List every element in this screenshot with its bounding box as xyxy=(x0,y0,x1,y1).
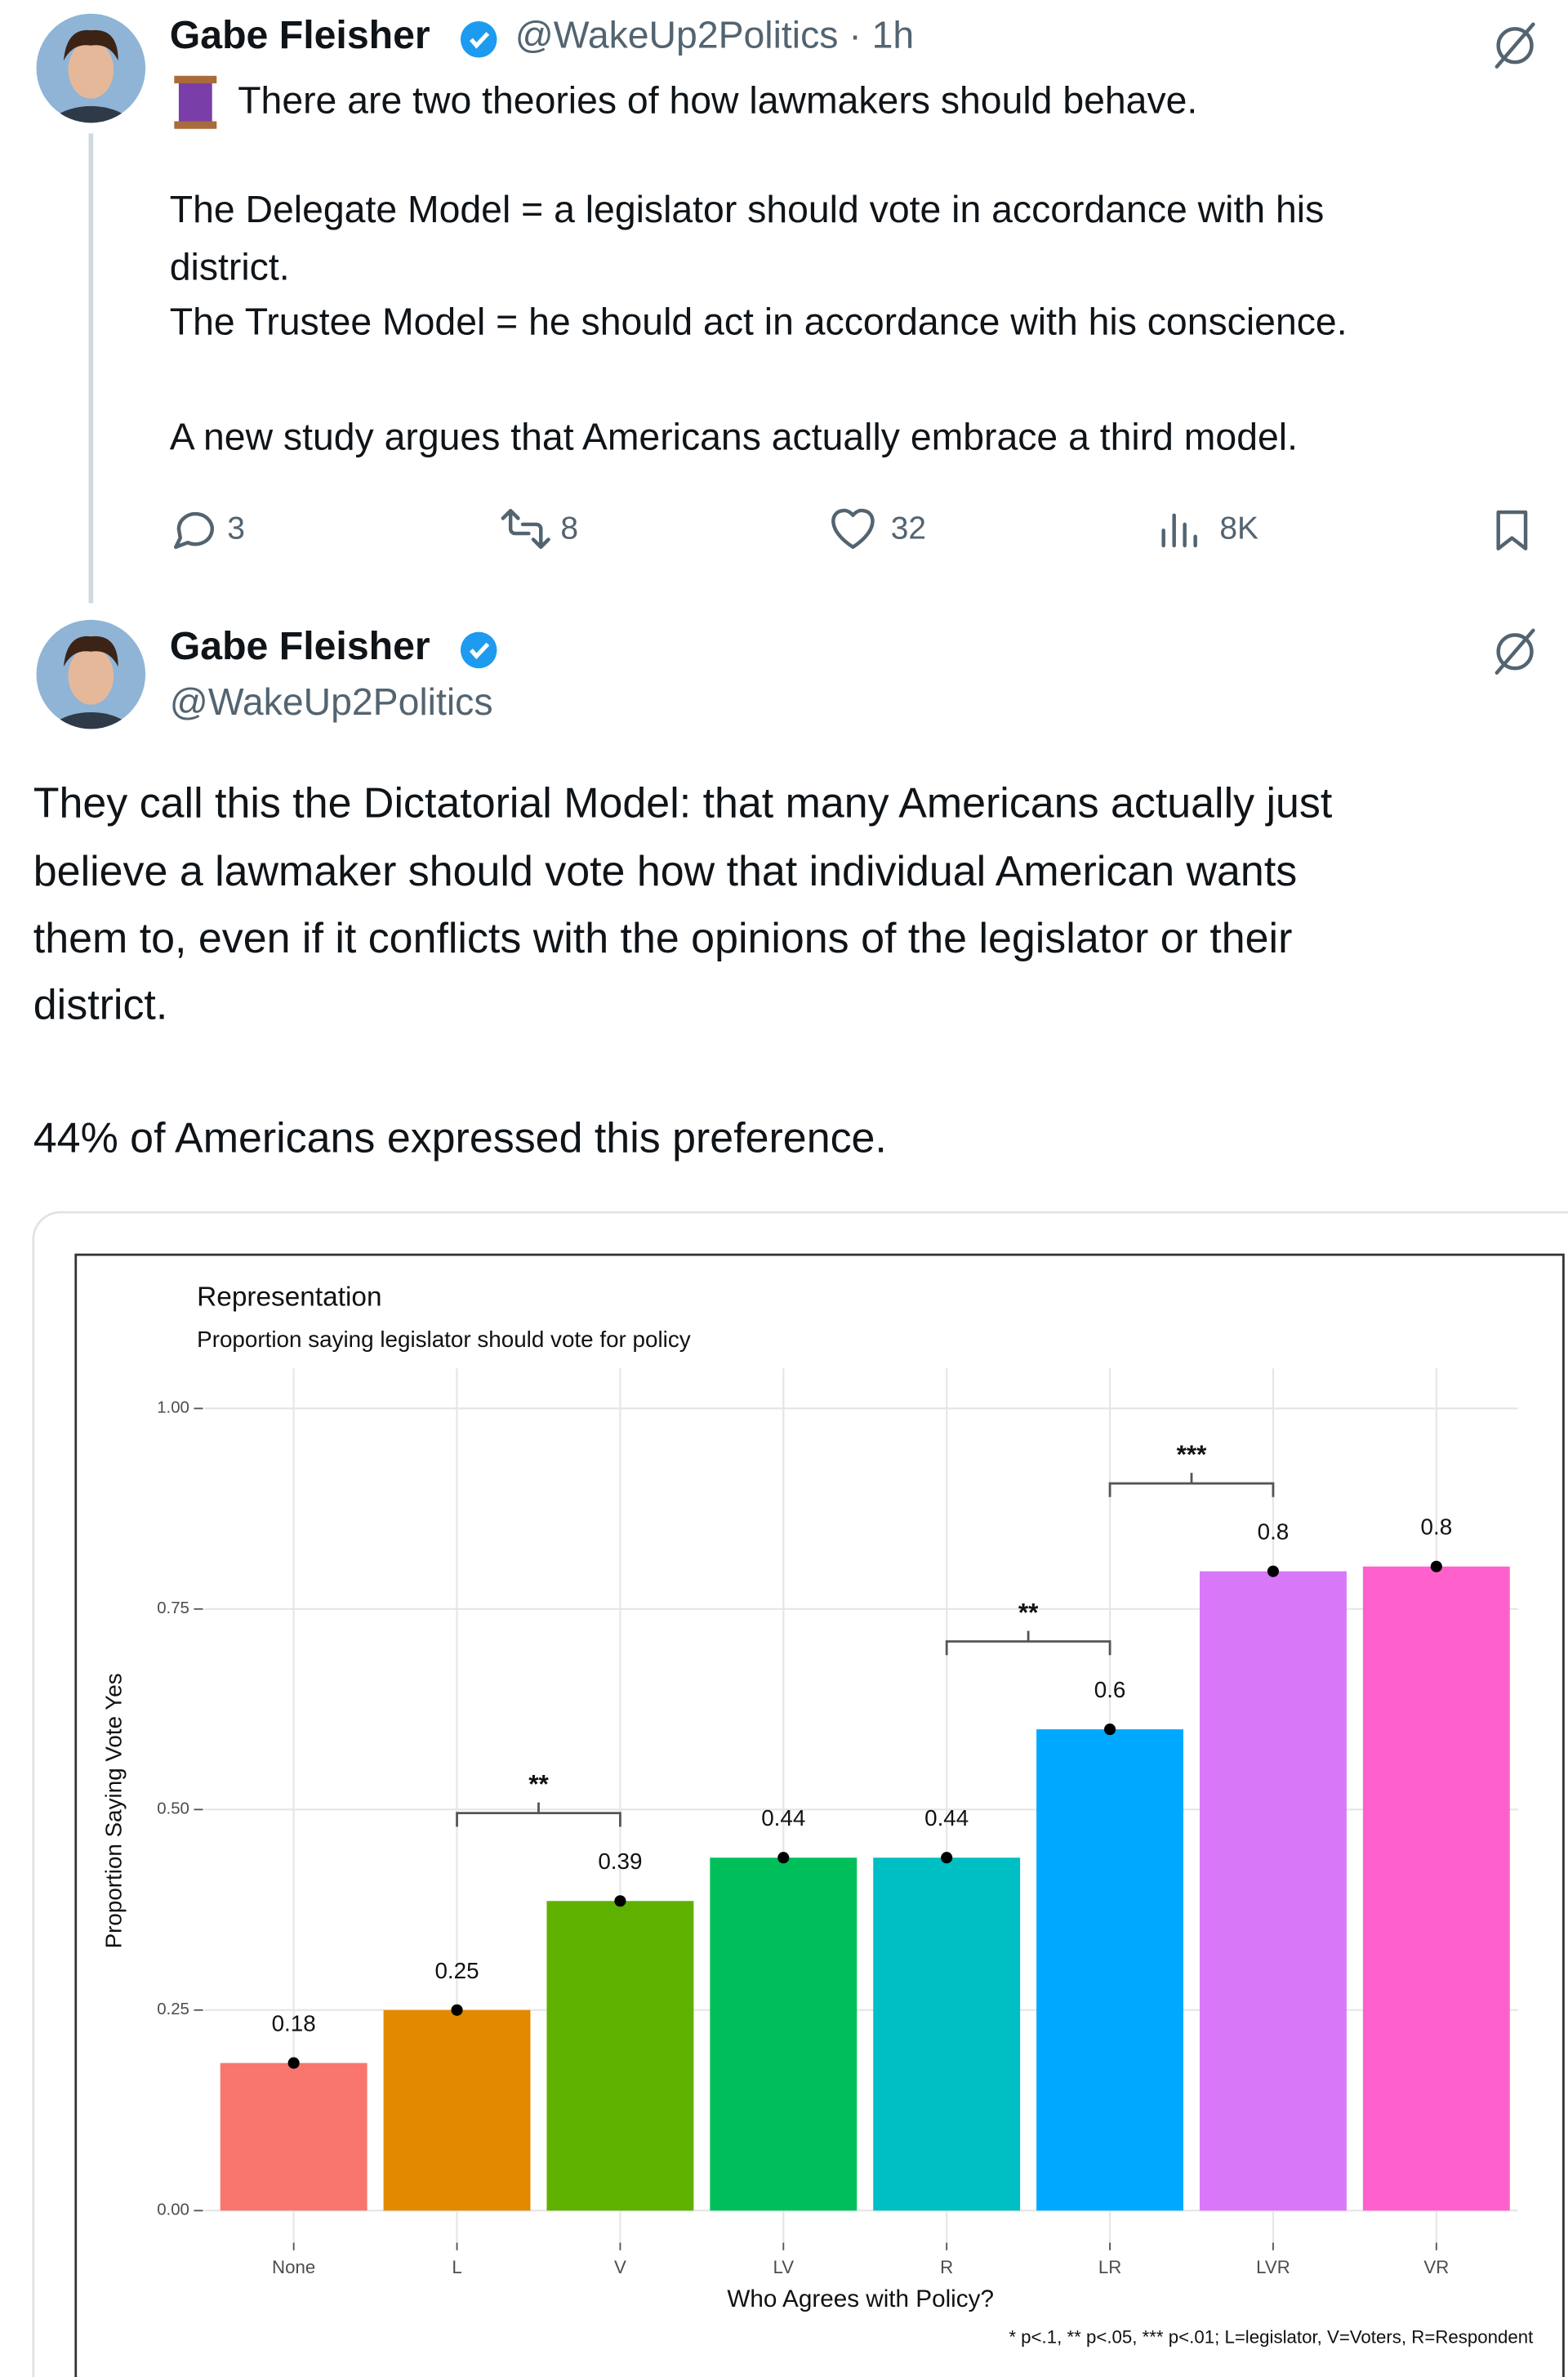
bookmark-icon[interactable] xyxy=(1496,510,1528,551)
bar xyxy=(1200,1571,1347,2211)
like-icon[interactable] xyxy=(831,508,875,549)
y-tick-label: 0.75 xyxy=(157,1599,189,1617)
chart-subtitle: Proportion saying legislator should vote… xyxy=(197,1327,691,1352)
point xyxy=(287,2057,300,2069)
significance-bracket xyxy=(456,1802,621,1827)
reply-icon[interactable] xyxy=(173,511,214,549)
point xyxy=(1267,1565,1280,1577)
value-label: 0.6 xyxy=(1094,1677,1126,1702)
value-label: 0.25 xyxy=(434,1958,479,1983)
point xyxy=(1104,1724,1116,1736)
x-tick-label: VR xyxy=(1423,2257,1449,2277)
significance-label: *** xyxy=(1177,1439,1208,1469)
tweet-text: They call this the Dictatorial Model: th… xyxy=(33,780,1333,827)
grok-icon[interactable] xyxy=(1494,22,1535,69)
significance-bracket xyxy=(1108,1473,1275,1497)
bar xyxy=(546,1901,694,2211)
tweet-text: The Delegate Model = a legislator should… xyxy=(170,188,1325,230)
bar xyxy=(1362,1566,1510,2211)
grok-icon[interactable] xyxy=(1494,628,1535,675)
significance-label: ** xyxy=(1018,1597,1039,1626)
footnote: * p<.1, ** p<.05, *** p<.01; L=legislato… xyxy=(1009,2326,1534,2347)
significance-label: ** xyxy=(528,1769,549,1799)
y-tick-label: 0.50 xyxy=(157,1800,189,1818)
author-name[interactable]: Gabe Fleisher xyxy=(170,624,430,668)
repost-count: 8 xyxy=(560,511,578,546)
point xyxy=(451,2004,463,2016)
tweet-text: believe a lawmaker should vote how that … xyxy=(33,848,1297,895)
value-label: 0.39 xyxy=(598,1849,642,1874)
value-label: 0.8 xyxy=(1421,1514,1453,1540)
bar xyxy=(383,2009,531,2211)
bar xyxy=(1036,1729,1184,2211)
views-count: 8K xyxy=(1219,511,1258,546)
y-tick-label: 0.00 xyxy=(157,2201,189,2219)
tweet-text: them to, even if it conflicts with the o… xyxy=(33,915,1293,962)
thread-emoji xyxy=(174,75,217,129)
bar xyxy=(220,2063,368,2211)
significance-bracket xyxy=(945,1630,1111,1656)
tweet-text: A new study argues that Americans actual… xyxy=(170,415,1298,457)
views-icon[interactable] xyxy=(1161,513,1197,548)
value-label: 0.8 xyxy=(1258,1519,1290,1545)
bar xyxy=(710,1857,858,2211)
x-tick-label: LR xyxy=(1098,2257,1121,2277)
point xyxy=(1430,1560,1442,1572)
value-label: 0.44 xyxy=(761,1805,805,1831)
tweet-text: district. xyxy=(33,981,168,1028)
avatar[interactable] xyxy=(30,613,151,766)
x-tick-label: V xyxy=(614,2257,626,2277)
x-tick-label: R xyxy=(940,2257,953,2277)
point xyxy=(777,1852,790,1864)
author-handle[interactable]: @WakeUp2Politics xyxy=(170,680,493,723)
tweet-text: 44% of Americans expressed this preferen… xyxy=(33,1115,887,1162)
x-tick-label: LV xyxy=(773,2257,795,2277)
author-handle[interactable]: @WakeUp2Politics · 1h xyxy=(515,14,914,56)
author-name[interactable]: Gabe Fleisher xyxy=(170,13,430,57)
chart-title: Representation xyxy=(197,1282,381,1313)
chart: Representation Proportion saying legisla… xyxy=(100,1282,1534,2348)
x-tick-label: L xyxy=(452,2257,461,2277)
x-tick-label: None xyxy=(272,2257,315,2277)
reply-count: 3 xyxy=(227,511,245,546)
tweet-text: The Trustee Model = he should act in acc… xyxy=(170,300,1348,342)
point xyxy=(941,1852,953,1864)
tweet-text: district. xyxy=(170,246,290,288)
x-tick-label: LVR xyxy=(1256,2257,1290,2277)
bar xyxy=(873,1857,1021,2211)
verified-badge xyxy=(460,21,497,58)
point xyxy=(614,1895,626,1907)
value-label: 0.44 xyxy=(924,1805,969,1831)
value-label: 0.18 xyxy=(272,2011,316,2036)
like-count: 32 xyxy=(891,511,926,546)
tweet-text: There are two theories of how lawmakers … xyxy=(238,78,1197,121)
x-axis-label: Who Agrees with Policy? xyxy=(727,2286,994,2312)
y-axis-label: Proportion Saying Vote Yes xyxy=(100,1673,126,1948)
y-tick-label: 0.25 xyxy=(157,2000,189,2018)
y-tick-label: 1.00 xyxy=(157,1399,189,1417)
repost-icon[interactable] xyxy=(501,509,550,549)
verified-badge xyxy=(460,631,497,669)
